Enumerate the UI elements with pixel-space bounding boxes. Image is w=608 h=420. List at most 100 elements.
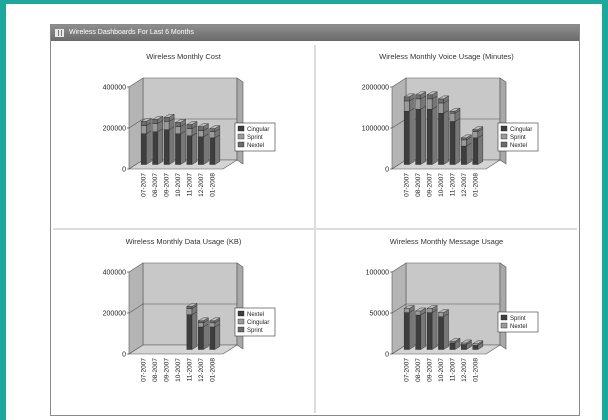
legend-swatch <box>237 318 245 325</box>
page-frame: Wireless Dashboards For Last 6 Months Wi… <box>6 4 602 420</box>
bar-segment <box>438 312 444 317</box>
bar-segment <box>472 129 479 132</box>
bar-side <box>443 313 449 350</box>
x-tick-label: 12-2007 <box>461 173 468 197</box>
y-tick-label: 2000000 <box>362 85 389 92</box>
bar-top <box>449 108 461 112</box>
legend-label: Sprint <box>510 316 526 322</box>
bar-side <box>409 309 415 350</box>
bar-segment <box>472 131 479 139</box>
legend-box <box>497 311 539 333</box>
bar-side <box>420 311 426 350</box>
chart-cell-message: Wireless Monthly Message Usage 100000 5000… <box>316 230 577 413</box>
chart-svg: Wireless Monthly Data Usage (KB) 400000 20… <box>103 237 276 382</box>
bar-segment <box>163 117 170 122</box>
bar-side <box>214 323 221 350</box>
bar-top <box>186 303 198 307</box>
chart-cell-cost: Wireless Monthly Cost 400000 200000 0 07-200… <box>53 45 314 228</box>
bar-top <box>437 95 450 100</box>
gridline <box>391 303 500 314</box>
bar-segment <box>449 121 456 165</box>
x-tick-label: 01-2008 <box>472 358 479 382</box>
y-tick-label: 100000 <box>366 270 389 277</box>
bar-side <box>431 105 438 165</box>
bar-segment <box>449 342 456 350</box>
bar-segment <box>426 98 433 110</box>
bar-segment <box>198 322 204 328</box>
legend-swatch <box>500 133 508 140</box>
chart-svg: Wireless Monthly Message Usage 100000 5000… <box>366 237 539 382</box>
x-tick-label: 09-2007 <box>164 173 171 197</box>
y-tick-label: 200000 <box>103 311 126 318</box>
legend-swatch <box>237 133 245 140</box>
bar-top <box>414 307 427 312</box>
bar-segment <box>461 342 467 345</box>
bar-side <box>477 134 484 165</box>
x-tick-label: 11-2007 <box>186 173 193 197</box>
y-tick-label: 50000 <box>370 311 390 318</box>
bar-top <box>426 305 438 309</box>
legend-label: Cingular <box>247 320 269 326</box>
bar-top <box>197 317 210 322</box>
plot-right-wall <box>499 262 507 350</box>
bar-segment <box>449 110 456 114</box>
bar-segment <box>209 131 216 139</box>
legend-swatch <box>237 141 245 148</box>
x-tick-label: 10-2007 <box>438 358 445 382</box>
bar-segment <box>140 121 147 126</box>
legend-label: Cingular <box>247 127 269 133</box>
bar-segment <box>140 133 147 165</box>
bar-side <box>180 130 186 165</box>
bar-segment <box>403 308 410 313</box>
bar-top <box>460 134 473 139</box>
panel-header: Wireless Dashboards For Last 6 Months <box>51 25 579 41</box>
bar-segment <box>426 94 433 100</box>
bar-side <box>146 130 152 165</box>
bar-segment <box>415 310 421 316</box>
bar-top <box>151 116 164 120</box>
bar-side <box>443 109 449 165</box>
bar-top <box>471 126 484 130</box>
bar-segment <box>461 145 467 165</box>
legend-swatch <box>237 310 245 317</box>
bar-segment <box>415 314 421 350</box>
bar-segment <box>438 316 444 350</box>
bar-top <box>208 125 221 129</box>
bar-top <box>403 93 416 98</box>
bar-segment <box>186 306 193 309</box>
y-tick-label: 0 <box>122 352 126 359</box>
bar-segment <box>186 308 193 315</box>
bar-segment <box>198 320 204 324</box>
y-tick-label: 0 <box>385 167 389 174</box>
x-tick-label: 09-2007 <box>427 173 434 197</box>
bar-top <box>437 309 450 313</box>
legend-swatch <box>500 141 508 148</box>
gridline <box>128 118 237 129</box>
bar-side <box>454 118 461 165</box>
bar-top <box>208 317 221 322</box>
bar-top <box>426 91 438 95</box>
bar-segment <box>415 108 421 165</box>
bar-segment <box>461 137 467 141</box>
legend-swatch <box>237 125 245 132</box>
legend-swatch <box>500 314 508 321</box>
bar-top <box>163 114 175 118</box>
bar-segment <box>403 110 410 165</box>
bar-side <box>203 133 209 165</box>
bar-segment <box>152 131 158 165</box>
bar-segment <box>140 125 147 134</box>
bar-segment <box>403 96 410 102</box>
bar-segment <box>438 102 444 114</box>
x-tick-label: 08-2007 <box>152 173 159 197</box>
gridline <box>128 303 237 314</box>
x-tick-label: 10-2007 <box>175 173 182 197</box>
y-tick-label: 0 <box>122 167 126 174</box>
bar-side <box>214 134 221 165</box>
bar-segment <box>163 121 170 130</box>
x-tick-label: 11-2007 <box>449 358 456 382</box>
chart-svg: Wireless Monthly Voice Usage (Minutes) 20… <box>362 52 539 197</box>
x-tick-label: 07-2007 <box>404 173 411 197</box>
bar-side <box>157 128 163 165</box>
x-tick-label: 01-2008 <box>472 173 479 197</box>
y-tick-label: 200000 <box>103 126 126 133</box>
